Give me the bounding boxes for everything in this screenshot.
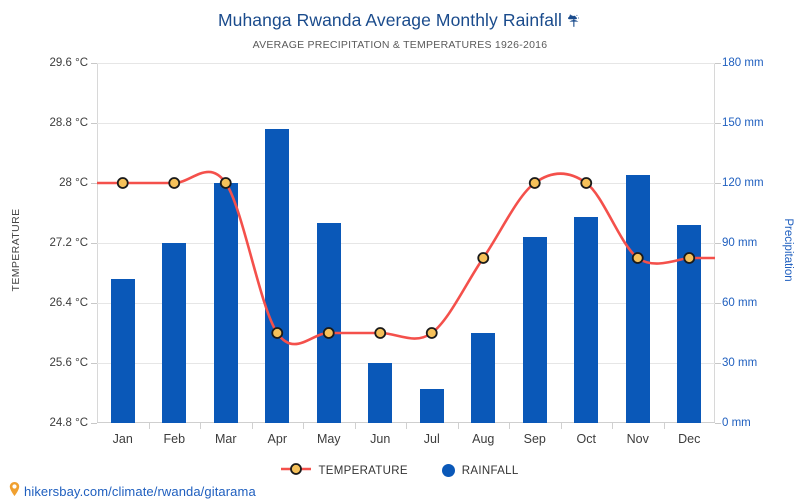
x-axis-label-oct: Oct	[576, 432, 596, 446]
x-axis-label-jul: Jul	[423, 432, 440, 446]
footer: hikersbay.com/climate/rwanda/gitarama	[8, 481, 256, 502]
rainfall-bar-jun[interactable]	[368, 363, 393, 423]
temperature-marker-jun[interactable]: Jun: 26 °C	[374, 327, 387, 339]
right-axis-tick	[715, 183, 721, 184]
gridline	[97, 183, 715, 184]
left-axis-tick	[91, 183, 97, 184]
rainfall-bar-oct[interactable]	[574, 217, 599, 423]
rainfall-bar-may[interactable]	[316, 223, 341, 423]
x-axis-tick	[406, 423, 407, 429]
left-axis-tick-label: 24.8 °C	[49, 417, 88, 429]
legend-item-rainfall[interactable]: RAINFALL	[441, 464, 519, 477]
left-axis-tick-label: 29.6 °C	[49, 57, 88, 69]
chart-header: Muhanga Rwanda Average Monthly Rainfall …	[0, 0, 800, 52]
rainfall-bar-mar[interactable]	[213, 183, 238, 423]
left-axis-title: TEMPERATURE	[10, 208, 22, 292]
x-axis-tick	[612, 423, 613, 429]
x-axis-label-apr: Apr	[267, 432, 287, 446]
right-axis-tick	[715, 63, 721, 64]
temperature-marker-jul[interactable]: Jul: 26 °C	[425, 327, 438, 339]
rainfall-bar-jul[interactable]	[419, 389, 444, 423]
rainfall-bar-apr[interactable]	[265, 129, 290, 423]
x-axis-tick	[354, 423, 356, 429]
chart-title-text: Muhanga Rwanda Average Monthly Rainfall	[217, 10, 563, 30]
legend-label-rainfall: RAINFALL	[461, 464, 519, 477]
chart-subtitle: AVERAGE PRECIPITATION & TEMPERATURES 192…	[252, 39, 548, 51]
rainfall-bar-jan[interactable]	[110, 279, 135, 423]
temperature-marker-icon	[281, 462, 312, 479]
rainfall-bar-sep[interactable]	[522, 237, 547, 423]
x-axis-tick	[663, 423, 665, 429]
temperature-line-path	[121, 170, 691, 346]
x-axis-label-nov: Nov	[626, 432, 649, 446]
x-axis-label-jan: Jan	[112, 432, 133, 446]
x-axis-tick	[457, 423, 459, 429]
rainfall-bar-aug[interactable]	[471, 333, 496, 423]
rain-cloud-icon	[566, 10, 582, 34]
gridline	[97, 303, 715, 304]
legend-item-temperature[interactable]: TEMPERATURE	[281, 462, 407, 479]
x-axis-label-jun: Jun	[370, 432, 391, 446]
left-axis-tick	[91, 303, 97, 304]
right-axis-tick-label: 30 mm	[722, 357, 758, 369]
left-axis-tick-label: 26.4 °C	[49, 297, 88, 309]
page-title: Muhanga Rwanda Average Monthly Rainfall	[0, 8, 800, 34]
chart-legend: TEMPERATURE RAINFALL	[0, 462, 800, 479]
right-axis-tick-label: 90 mm	[722, 237, 758, 249]
right-axis-tick	[715, 123, 721, 124]
rainfall-bar-feb[interactable]	[162, 243, 187, 423]
gridline	[97, 363, 715, 364]
left-axis-tick-label: 27.2 °C	[49, 237, 88, 249]
x-axis-label-aug: Aug	[472, 432, 495, 446]
right-axis-tick	[715, 363, 721, 364]
right-axis-tick-label: 120 mm	[722, 177, 764, 189]
left-axis-tick-label: 28 °C	[59, 177, 88, 189]
x-axis-tick	[200, 423, 201, 429]
left-axis-tick	[91, 123, 97, 124]
right-axis-tick	[715, 303, 721, 304]
plot-area: Jan: 28 °CFeb: 28 °CMar: 28 °CApr: 26 °C…	[91, 63, 721, 429]
x-axis-label-may: May	[316, 432, 341, 446]
x-axis-tick	[560, 423, 562, 429]
right-axis-tick	[715, 423, 721, 424]
x-axis-label-dec: Dec	[678, 432, 701, 446]
left-axis-tick	[91, 63, 97, 64]
x-axis-label-mar: Mar	[214, 432, 237, 446]
x-axis-label-feb: Feb	[163, 432, 186, 446]
footer-url[interactable]: hikersbay.com/climate/rwanda/gitarama	[24, 484, 256, 499]
rainfall-dot-icon	[441, 464, 455, 477]
right-axis-tick-label: 60 mm	[722, 297, 758, 309]
left-axis-tick-label: 25.6 °C	[49, 357, 88, 369]
rainfall-bar-dec[interactable]	[677, 225, 702, 423]
left-axis-tick-label: 28.8 °C	[49, 117, 88, 129]
temperature-marker-aug[interactable]: Aug: 27 °C	[477, 252, 490, 264]
left-axis-tick	[91, 423, 97, 424]
legend-label-temperature: TEMPERATURE	[318, 464, 408, 477]
right-axis-tick-label: 0 mm	[722, 417, 751, 429]
rainfall-bar-nov[interactable]	[625, 175, 650, 423]
left-axis-tick	[91, 363, 97, 364]
right-axis-tick	[715, 243, 721, 244]
x-axis-tick	[303, 423, 304, 429]
right-axis-tick-label: 180 mm	[722, 57, 764, 69]
gridline	[97, 243, 715, 244]
right-axis-tick-label: 150 mm	[722, 117, 764, 129]
right-axis-title: Precipitation	[782, 218, 794, 282]
x-axis-tick	[509, 423, 510, 429]
x-axis-line	[97, 422, 715, 423]
x-axis-tick	[251, 423, 253, 429]
location-pin-icon	[8, 481, 21, 502]
x-axis-tick	[148, 423, 150, 429]
gridline	[97, 63, 715, 64]
gridline	[97, 123, 715, 124]
left-axis-tick	[91, 243, 97, 244]
x-axis-label-sep: Sep	[523, 432, 546, 446]
